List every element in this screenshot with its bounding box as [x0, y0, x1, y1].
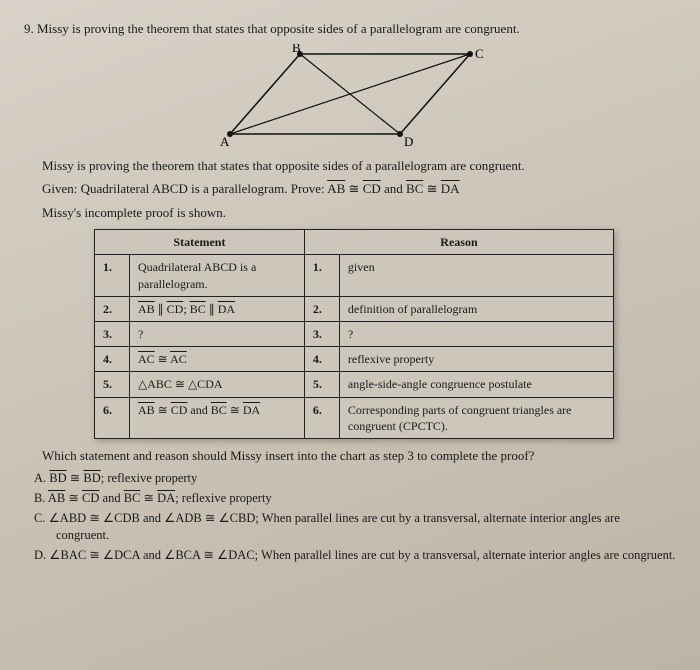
question-text: Missy is proving the theorem that states… [37, 21, 520, 36]
table-row: 6. AB ≅ CD and BC ≅ DA 6. Corresponding … [95, 397, 614, 438]
congruent-2: ≅ [427, 181, 441, 196]
choice-b[interactable]: B. AB ≅ CD and BC ≅ DA; reflexive proper… [34, 490, 676, 507]
choice-d[interactable]: D. ∠BAC ≅ ∠DCA and ∠BCA ≅ ∠DAC; When par… [34, 547, 676, 564]
incomplete-text: Missy's incomplete proof is shown. [42, 204, 676, 222]
choice-c[interactable]: C. ∠ABD ≅ ∠CDB and ∠ADB ≅ ∠CBD; When par… [34, 510, 676, 544]
table-row: 5. △ABC ≅ △CDA 5. angle-side-angle congr… [95, 372, 614, 397]
seg-cd: CD [363, 181, 381, 196]
seg-bc: BC [406, 181, 423, 196]
seg-ab: AB [327, 181, 345, 196]
header-statement: Statement [95, 230, 305, 255]
given-prove: Given: Quadrilateral ABCD is a parallelo… [42, 180, 676, 198]
vertex-c: C [475, 46, 484, 61]
header-reason: Reason [304, 230, 613, 255]
answer-choices: A. BD ≅ BD; reflexive property B. AB ≅ C… [24, 470, 676, 563]
table-row: 1. Quadrilateral ABCD is a parallelogram… [95, 255, 614, 296]
congruent-1: ≅ [349, 181, 363, 196]
prompt-repeat: Missy is proving the theorem that states… [42, 157, 676, 175]
which-text: Which statement and reason should Missy … [42, 447, 676, 465]
question-number: 9. [24, 21, 34, 36]
proof-table: Statement Reason 1. Quadrilateral ABCD i… [94, 229, 614, 439]
table-row: 3. ? 3. ? [95, 321, 614, 346]
and-text: and [384, 181, 406, 196]
table-row: 4. AC ≅ AC 4. reflexive property [95, 347, 614, 372]
given-label: Given: Quadrilateral ABCD is a parallelo… [42, 181, 327, 196]
seg-da: DA [441, 181, 460, 196]
question-header: 9. Missy is proving the theorem that sta… [24, 20, 676, 38]
vertex-a: A [220, 134, 230, 149]
vertex-b: B [292, 44, 301, 55]
table-row: 2. AB ∥ CD; BC ∥ DA 2. definition of par… [95, 296, 614, 321]
parallelogram-diagram: A B C D [170, 44, 530, 149]
choice-a[interactable]: A. BD ≅ BD; reflexive property [34, 470, 676, 487]
vertex-d: D [404, 134, 413, 149]
